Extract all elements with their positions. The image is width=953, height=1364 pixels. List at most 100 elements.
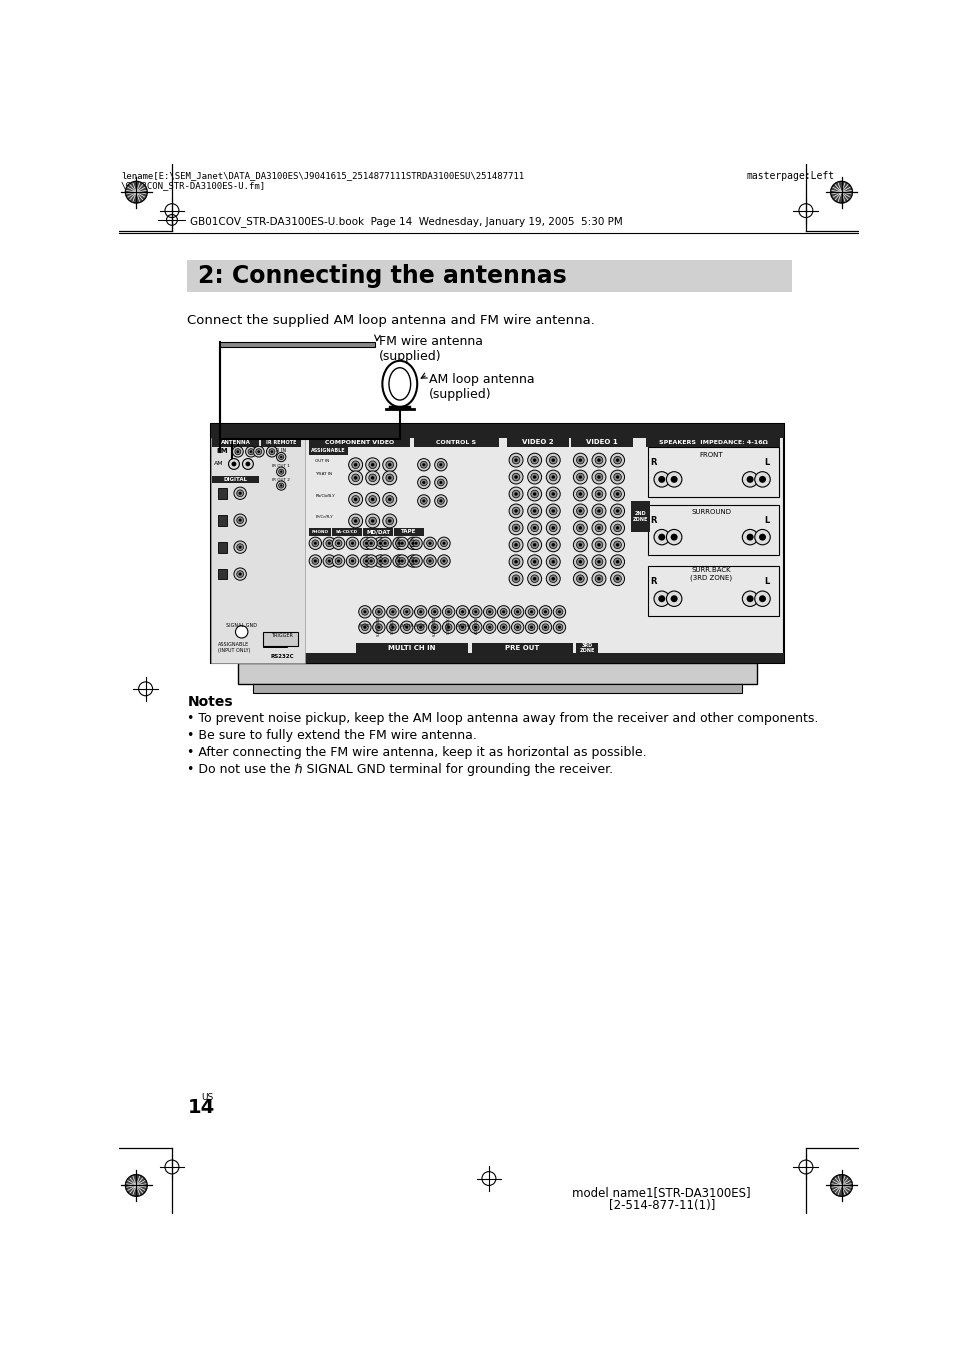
Circle shape	[501, 610, 505, 614]
Circle shape	[435, 476, 447, 488]
Circle shape	[365, 514, 379, 528]
Circle shape	[383, 559, 386, 562]
Circle shape	[509, 505, 522, 518]
Circle shape	[365, 559, 368, 562]
Circle shape	[250, 450, 253, 453]
Circle shape	[610, 572, 624, 585]
Circle shape	[440, 540, 447, 547]
Text: lename[E:\SEM_Janet\DATA_DA3100ES\J9041615_2514877111STRDA3100ESU\251487711: lename[E:\SEM_Janet\DATA_DA3100ES\J90416…	[121, 172, 523, 180]
Circle shape	[514, 492, 517, 495]
Circle shape	[597, 527, 600, 529]
Circle shape	[312, 540, 318, 547]
Circle shape	[613, 507, 620, 514]
Circle shape	[398, 558, 405, 565]
Circle shape	[413, 540, 419, 547]
Circle shape	[236, 450, 239, 453]
Circle shape	[509, 487, 522, 501]
Circle shape	[553, 606, 565, 618]
Circle shape	[499, 623, 507, 630]
Text: Y/SAT IN: Y/SAT IN	[315, 472, 332, 476]
Circle shape	[383, 542, 386, 544]
Circle shape	[400, 606, 413, 618]
Circle shape	[388, 462, 391, 466]
Circle shape	[280, 484, 282, 487]
Circle shape	[597, 509, 600, 513]
Circle shape	[597, 577, 600, 581]
Circle shape	[556, 623, 562, 630]
Circle shape	[375, 608, 382, 615]
Text: SURBACK: SURBACK	[446, 618, 450, 634]
Text: FM wire antenna
(supplied): FM wire antenna (supplied)	[378, 334, 482, 363]
Circle shape	[403, 608, 410, 615]
Circle shape	[533, 527, 536, 529]
Circle shape	[741, 529, 757, 544]
Circle shape	[378, 542, 381, 544]
Circle shape	[592, 487, 605, 501]
Circle shape	[437, 479, 444, 486]
Circle shape	[595, 558, 602, 566]
Circle shape	[233, 446, 243, 457]
Circle shape	[411, 559, 415, 562]
Circle shape	[533, 509, 536, 513]
Circle shape	[395, 537, 408, 550]
Circle shape	[422, 481, 425, 484]
Circle shape	[516, 610, 518, 614]
Circle shape	[415, 606, 427, 618]
Circle shape	[371, 462, 374, 466]
Circle shape	[440, 558, 447, 565]
Circle shape	[514, 458, 517, 462]
Circle shape	[410, 555, 422, 567]
Bar	[261, 438, 301, 447]
Circle shape	[400, 621, 413, 633]
Circle shape	[573, 537, 587, 552]
Circle shape	[386, 606, 398, 618]
Circle shape	[351, 542, 354, 544]
Circle shape	[271, 450, 273, 453]
Bar	[217, 488, 227, 499]
Bar	[220, 342, 375, 346]
Bar	[414, 438, 498, 447]
Circle shape	[527, 487, 541, 501]
Circle shape	[442, 542, 445, 544]
Circle shape	[348, 514, 362, 528]
Circle shape	[578, 492, 581, 495]
Circle shape	[233, 487, 246, 499]
Circle shape	[354, 462, 357, 466]
Circle shape	[509, 572, 522, 585]
Circle shape	[546, 505, 559, 518]
Circle shape	[375, 623, 382, 630]
Circle shape	[314, 542, 316, 544]
Circle shape	[360, 537, 373, 550]
Circle shape	[616, 475, 618, 479]
Circle shape	[232, 461, 236, 466]
Circle shape	[415, 542, 417, 544]
Circle shape	[592, 453, 605, 466]
Circle shape	[278, 469, 283, 475]
Circle shape	[741, 472, 757, 487]
Circle shape	[576, 558, 583, 566]
Circle shape	[326, 558, 333, 565]
Circle shape	[514, 475, 517, 479]
Circle shape	[549, 490, 557, 498]
Circle shape	[514, 509, 517, 513]
Circle shape	[488, 610, 491, 614]
Circle shape	[417, 495, 430, 507]
Circle shape	[595, 457, 602, 464]
Circle shape	[654, 591, 669, 607]
Circle shape	[312, 558, 318, 565]
Circle shape	[670, 476, 677, 483]
Circle shape	[242, 458, 253, 469]
Circle shape	[573, 505, 587, 518]
Circle shape	[616, 492, 618, 495]
Circle shape	[381, 558, 388, 565]
Circle shape	[576, 473, 583, 481]
Circle shape	[573, 487, 587, 501]
Circle shape	[469, 606, 481, 618]
Circle shape	[654, 529, 669, 544]
Circle shape	[456, 606, 468, 618]
Circle shape	[420, 461, 427, 468]
Circle shape	[395, 540, 402, 547]
Circle shape	[512, 507, 519, 514]
Circle shape	[551, 577, 555, 581]
Circle shape	[573, 453, 587, 466]
